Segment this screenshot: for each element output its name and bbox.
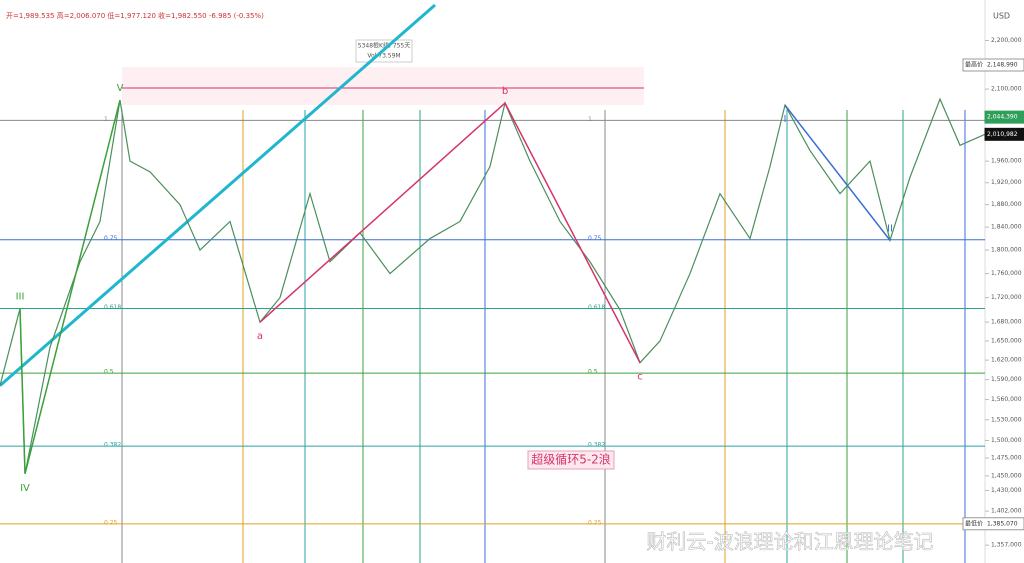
price-label-value: 2,010,982 (987, 131, 1018, 138)
y-tick-label: 1,840,000 (991, 224, 1022, 231)
fib-label: 0.75 (588, 235, 602, 242)
wave-label: b (502, 86, 508, 97)
fib-label: 0.25 (104, 519, 118, 526)
wave-label: III (16, 292, 25, 303)
y-tick-label: 1,680,000 (991, 319, 1022, 326)
wave-line (259, 101, 641, 364)
wave-label: c (637, 372, 643, 383)
y-tick-label: 1,590,000 (991, 376, 1022, 383)
y-tick-label: 1,800,000 (991, 247, 1022, 254)
fib-label: 0.5 (104, 369, 114, 376)
fib-label: 0.618 (588, 304, 605, 311)
wave-label: I (784, 114, 787, 125)
price-label-box (984, 127, 1024, 141)
tooltip-text: Vol 73.59M (367, 53, 400, 60)
fib-label: 1 (588, 116, 592, 123)
y-tick-label: 1,960,000 (991, 158, 1022, 165)
fib-label: 0.75 (104, 235, 118, 242)
y-tick-label: 1,880,000 (991, 201, 1022, 208)
time-fib-lines (121, 110, 966, 563)
annotation: 超级循环5-2浪 (531, 452, 611, 467)
price-label-box (984, 110, 1024, 124)
price-label-name: 最高价 (965, 61, 983, 69)
y-tick-label: 1,920,000 (991, 179, 1022, 186)
wave-label: V (117, 83, 124, 94)
price-label-name: 最低价 (965, 519, 983, 527)
wave-label: a (257, 331, 263, 342)
y-tick-label: 1,430,000 (991, 487, 1022, 494)
fib-label: 1 (104, 116, 108, 123)
y-tick-label: 1,760,000 (991, 270, 1022, 277)
currency: USD (993, 12, 1010, 21)
wave-label: II (887, 223, 893, 234)
price-label-value: 1,385,070 (987, 520, 1018, 527)
ohlc: 开=1,989.535 高=2,006.070 低=1,977.120 收=1,… (6, 11, 264, 20)
wave-line (19, 99, 121, 474)
fib-label: 0.5 (588, 369, 598, 376)
watermark: 财利云-波浪理论和江恩理论笔记 (646, 530, 933, 554)
annotation-box (527, 450, 615, 470)
y-tick-label: 1,450,000 (991, 472, 1022, 479)
fib-label: 0.25 (588, 519, 602, 526)
price-label-value: 2,044,390 (987, 114, 1018, 121)
price-line (0, 97, 986, 474)
fib-label: 0.382 (104, 442, 121, 449)
y-tick-label: 1,500,000 (991, 437, 1022, 444)
fib-label: 0.618 (104, 304, 121, 311)
y-tick-label: 1,475,000 (991, 455, 1022, 462)
wave-line (784, 104, 891, 241)
y-tick-label: 2,200,000 (991, 37, 1022, 44)
y-tick-label: 1,357,000 (991, 542, 1022, 549)
price-label-value: 2,148,990 (987, 62, 1018, 69)
price-label-box (962, 58, 1024, 72)
tooltip-text: 5348根K线, 755天 (358, 42, 410, 50)
trendline (0, 3, 436, 387)
y-tick-label: 2,100,000 (991, 86, 1022, 93)
price-label-box (962, 517, 1024, 531)
y-tick-label: 1,720,000 (991, 294, 1022, 301)
fib-label: 0.382 (588, 442, 605, 449)
y-tick-label: 1,650,000 (991, 337, 1022, 344)
range-box (122, 67, 644, 105)
wave-label: IV (20, 483, 30, 494)
y-tick-label: 1,560,000 (991, 396, 1022, 403)
y-tick-label: 1,402,000 (991, 508, 1022, 515)
y-tick-label: 1,530,000 (991, 416, 1022, 423)
y-tick-label: 1,620,000 (991, 357, 1022, 364)
